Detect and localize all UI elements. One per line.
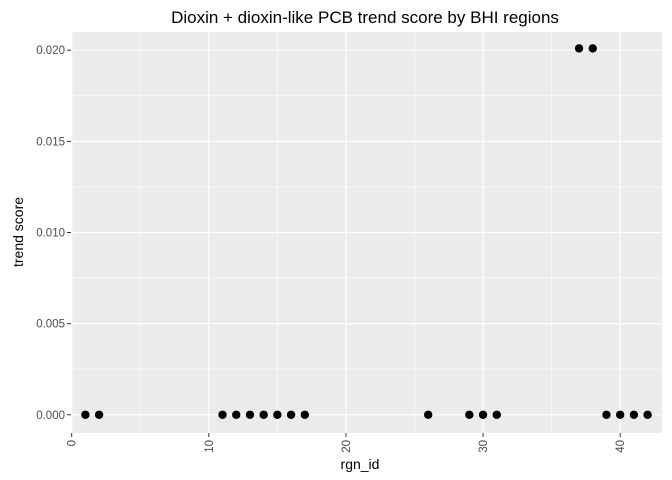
data-point (81, 410, 90, 419)
x-tick-label: 30 (478, 440, 490, 453)
data-point (602, 410, 611, 419)
data-point (232, 410, 241, 419)
data-point (300, 410, 309, 419)
y-tick-label: 0.010 (36, 228, 65, 240)
y-tick-label: 0.020 (36, 45, 65, 57)
data-point (492, 410, 501, 419)
data-point (94, 410, 104, 419)
x-tick-label: 10 (204, 440, 216, 453)
y-tick-label: 0.005 (36, 319, 65, 331)
data-point (286, 410, 296, 419)
data-point (465, 410, 474, 419)
data-point (245, 410, 255, 419)
x-axis-title: rgn_id (341, 456, 380, 472)
chart-title: Dioxin + dioxin-like PCB trend score by … (171, 8, 559, 27)
grid-lines (71, 32, 662, 433)
data-point (615, 410, 625, 419)
data-point (629, 410, 639, 419)
data-points (81, 44, 652, 419)
x-tick-label: 20 (341, 440, 353, 453)
y-tick-label: 0.015 (36, 136, 65, 148)
x-tick-label: 40 (615, 440, 627, 453)
data-point (588, 44, 597, 53)
data-point (478, 410, 488, 419)
x-tick-label: 0 (67, 440, 79, 446)
data-point (643, 410, 652, 419)
data-point (259, 410, 268, 419)
data-point (424, 410, 433, 419)
y-axis-title: trend score (10, 197, 26, 267)
data-point (273, 410, 282, 419)
data-point (574, 44, 584, 53)
y-tick-label: 0.000 (36, 410, 65, 422)
data-point (218, 410, 227, 419)
axis-ticks: 0.000 0.005 0.010 0.015 0.020 0 10 20 30 40 (36, 45, 627, 453)
